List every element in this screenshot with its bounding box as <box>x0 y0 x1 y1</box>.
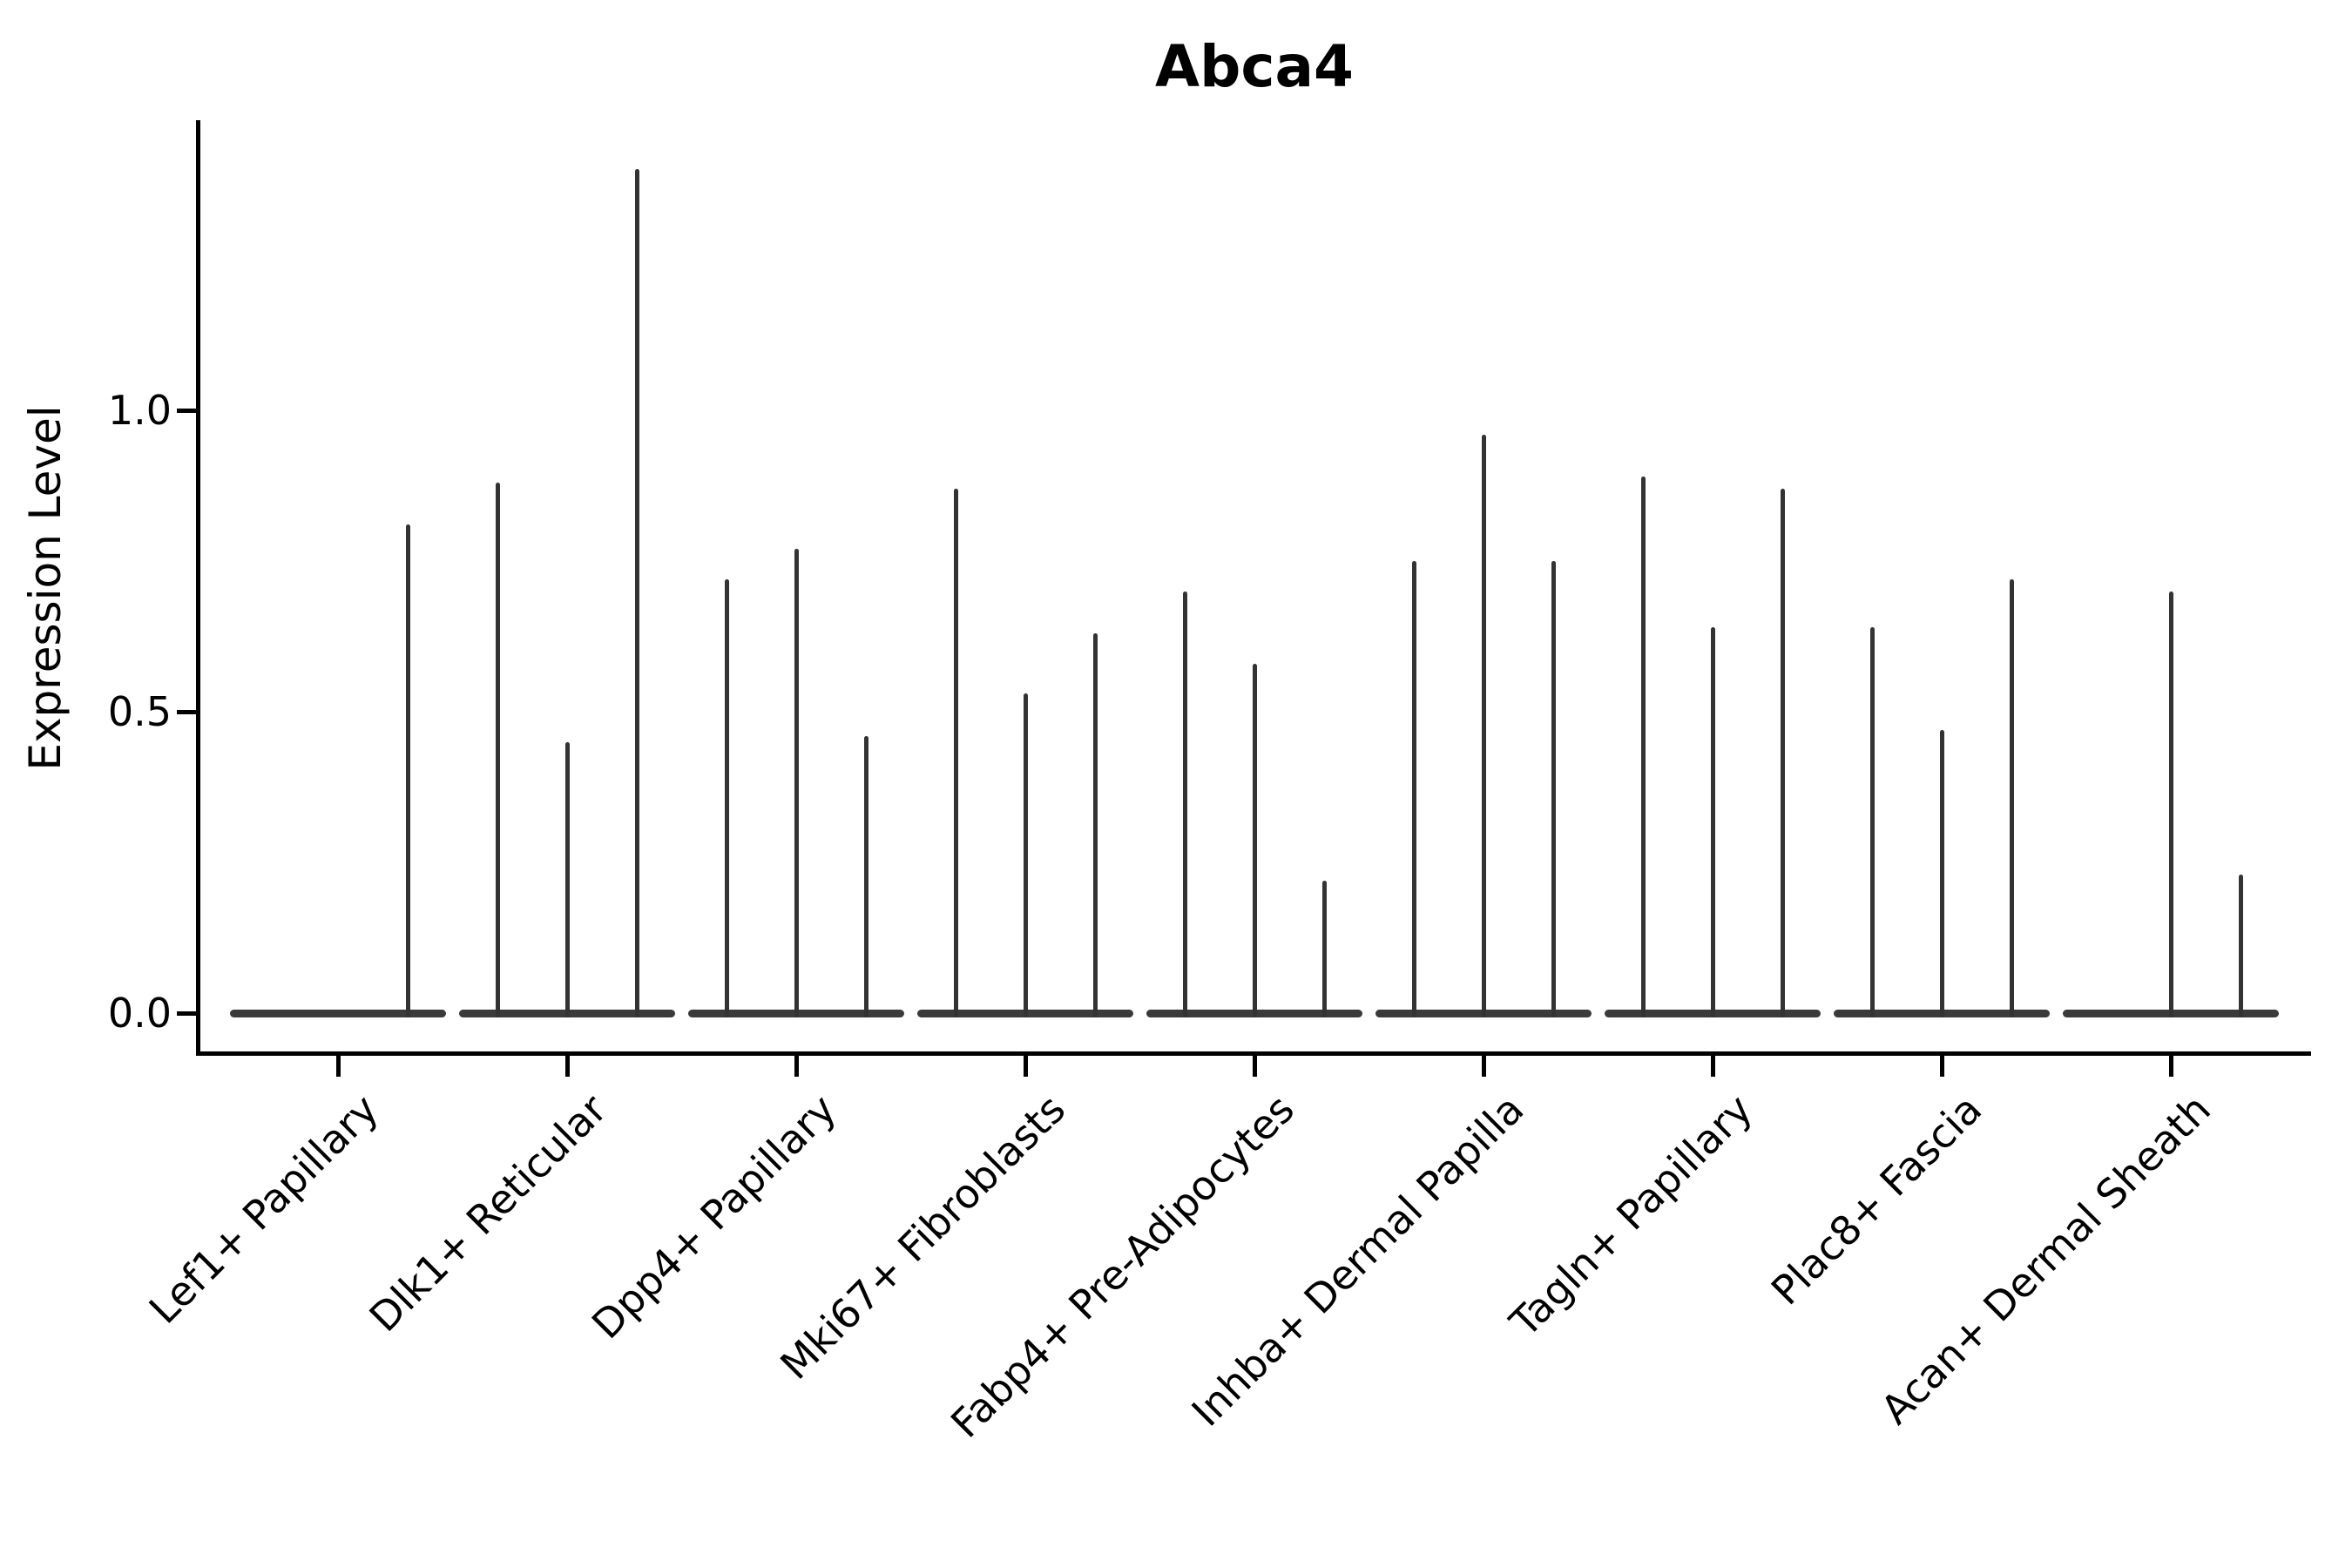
violin-max-spike <box>1869 627 1875 1017</box>
x-tick-mark <box>1481 1056 1486 1077</box>
x-tick-label: Lef1+ Papillary <box>139 1085 388 1333</box>
y-tick-label: 0.0 <box>107 990 172 1037</box>
violin-max-spike <box>1023 693 1028 1017</box>
x-tick-mark <box>2168 1056 2173 1077</box>
x-tick-mark <box>1252 1056 1257 1077</box>
x-tick-label: Tagln+ Papillary <box>1501 1085 1762 1346</box>
chart-title: Abca4 <box>1155 33 1354 100</box>
x-tick-mark <box>1939 1056 1944 1077</box>
violin-max-spike <box>1939 729 1944 1017</box>
violin-max-spike <box>634 169 639 1017</box>
violin-max-spike <box>405 524 410 1017</box>
violin-max-spike <box>1182 591 1187 1017</box>
violin-max-spike <box>2238 874 2243 1017</box>
x-tick-mark <box>794 1056 799 1077</box>
y-axis-label: Expression Level <box>20 405 71 771</box>
x-tick-mark <box>335 1056 341 1077</box>
violin-max-spike <box>564 741 570 1017</box>
y-tick-label: 0.5 <box>107 688 172 735</box>
y-tick-mark <box>177 1010 198 1016</box>
y-tick-mark <box>177 709 198 714</box>
violin-max-spike <box>953 488 958 1017</box>
violin-max-spike <box>1252 663 1257 1017</box>
violin-max-spike <box>2009 578 2014 1017</box>
x-axis-spine <box>196 1051 2311 1056</box>
y-axis-spine <box>196 120 200 1056</box>
x-tick-label: Plac8+ Fascia <box>1761 1085 1991 1315</box>
y-tick-label: 1.0 <box>107 387 172 434</box>
violin-max-spike <box>495 483 500 1017</box>
violin-max-spike <box>1321 880 1327 1017</box>
violin-max-spike <box>1411 561 1416 1017</box>
violin-baseline <box>230 1009 446 1017</box>
x-tick-mark <box>1023 1056 1028 1077</box>
x-tick-label: Dlk1+ Reticular <box>360 1085 617 1342</box>
x-tick-label: Dpp4+ Papillary <box>582 1085 846 1348</box>
violin-max-spike <box>2168 591 2173 1017</box>
violin-max-spike <box>1780 488 1785 1017</box>
violin-max-spike <box>724 578 729 1017</box>
violin-max-spike <box>1551 561 1556 1017</box>
violin-max-spike <box>1640 476 1646 1017</box>
x-tick-mark <box>564 1056 570 1077</box>
y-tick-mark <box>177 408 198 413</box>
x-tick-mark <box>1710 1056 1715 1077</box>
violin-max-spike <box>794 549 799 1017</box>
violin-max-spike <box>1092 633 1098 1017</box>
violin-max-spike <box>863 735 868 1017</box>
violin-max-spike <box>1710 627 1715 1017</box>
violin-max-spike <box>1481 434 1486 1017</box>
